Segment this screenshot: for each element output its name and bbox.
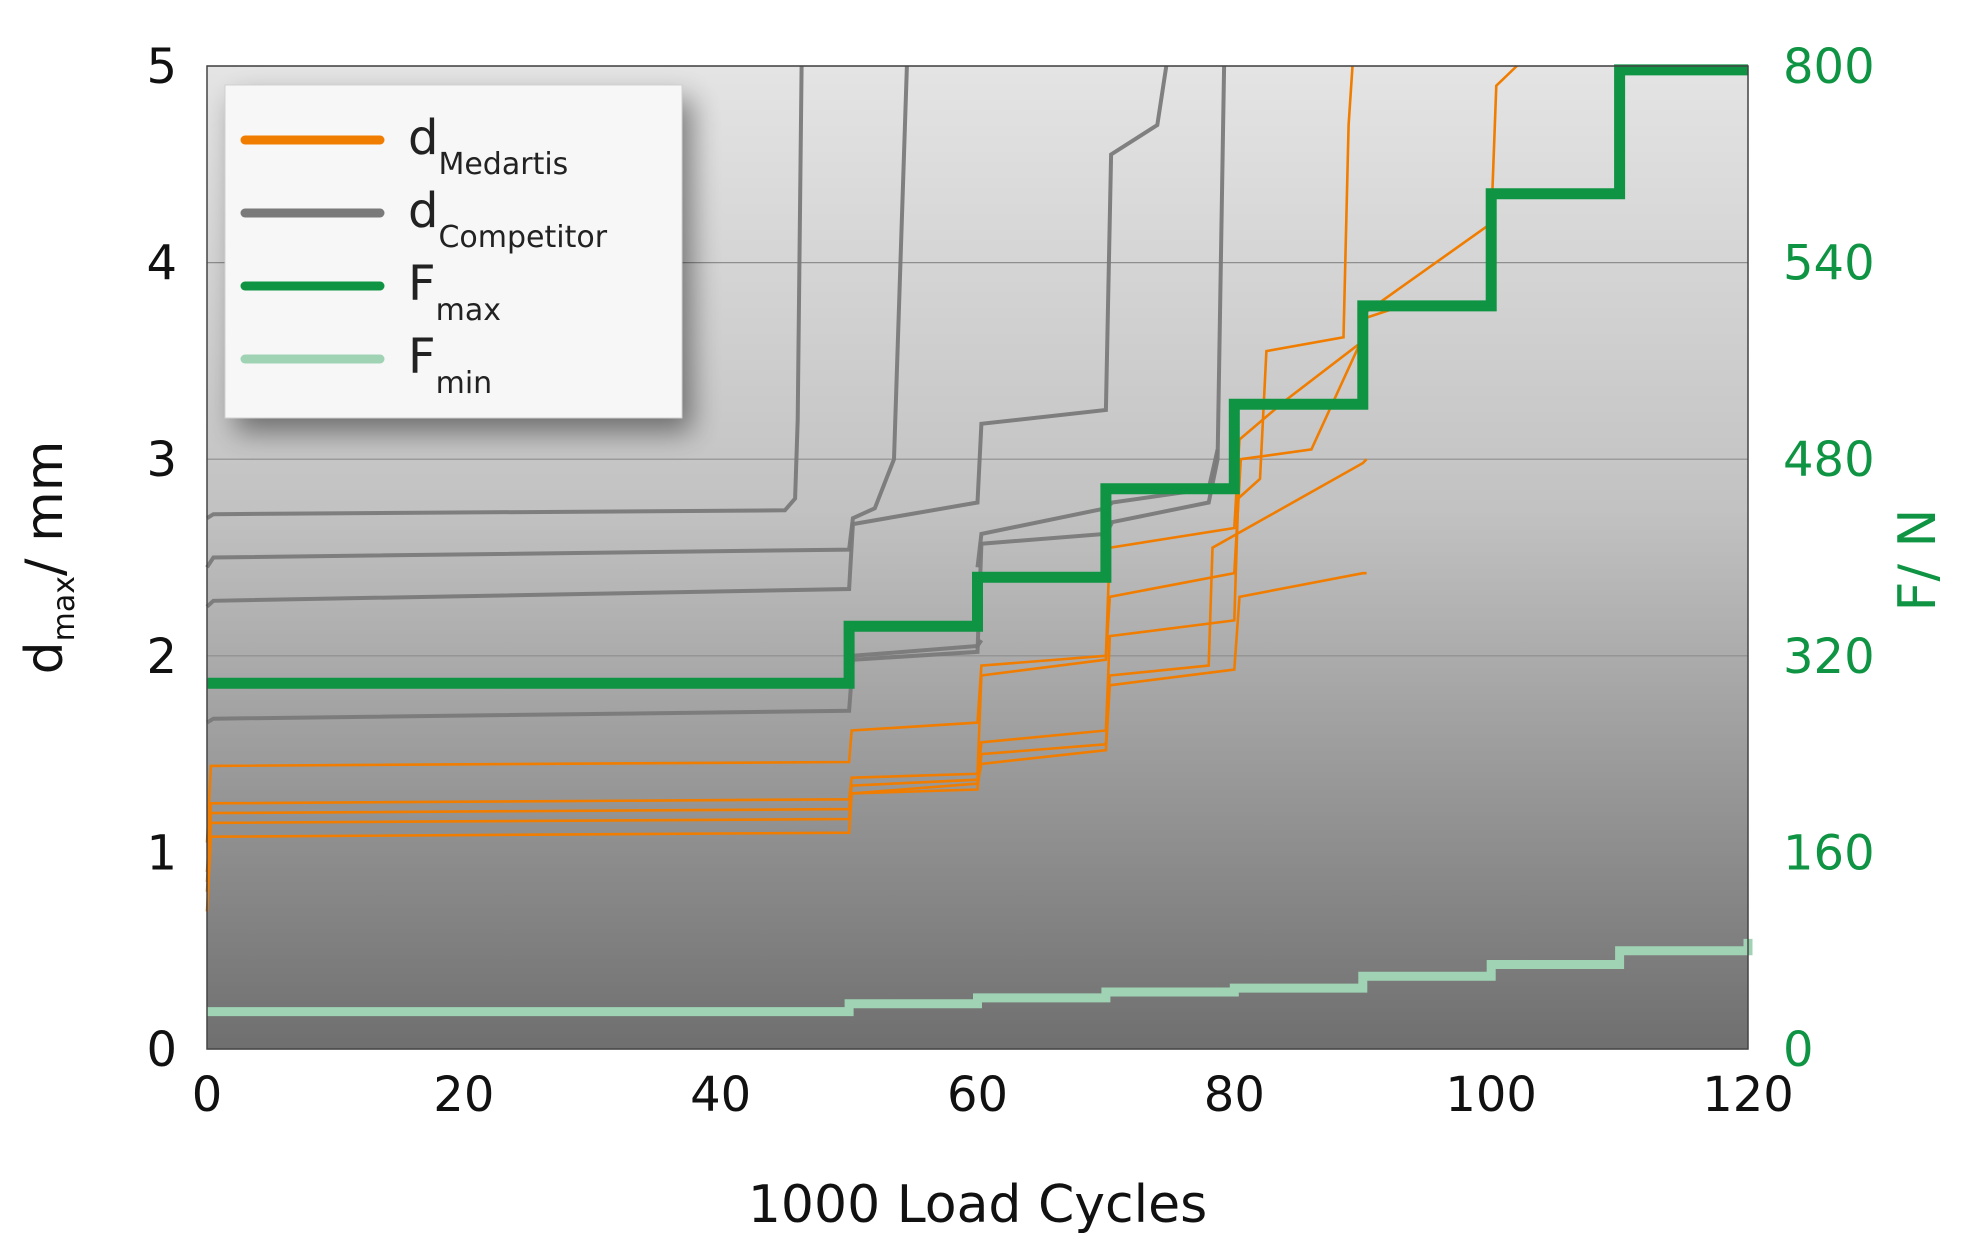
plot-frame [206,65,1749,1050]
legend-label-main: d [408,110,438,166]
y-axis-title-main: d [15,641,75,674]
x-tick-label: 20 [433,1067,494,1123]
legend-label-medartis: dMedartis [408,110,568,182]
x-tick-label: 40 [690,1067,751,1123]
series-line-competitor [205,65,909,569]
y-tick-label: 3 [146,432,177,488]
series-line-competitor [205,65,1169,609]
series-line-medartis [205,65,1518,843]
legend-label-fmin: Fmin [408,329,492,401]
legend-label-sub: Medartis [438,147,568,182]
series-line-fmin [207,938,1753,1017]
y2-tick-label: 0 [1783,1022,1814,1078]
y2-tick-label: 160 [1783,825,1875,881]
legend-label-main: F [408,329,436,385]
y-tick-label: 2 [146,629,177,685]
y-axis-title-unit: / mm [15,441,75,576]
y-tick-label: 5 [146,39,177,95]
x-tick-label: 100 [1445,1067,1537,1123]
x-tick-label: 80 [1204,1067,1265,1123]
legend-label-sub: min [436,366,493,401]
x-tick-label: 60 [947,1067,1008,1123]
y-tick-label: 1 [146,825,177,881]
y-tick-label: 0 [146,1022,177,1078]
y2-tick-label: 480 [1783,432,1875,488]
legend-label-main: F [408,256,436,312]
x-axis-ticks: 0 20 40 60 80 100 120 [192,1067,1794,1123]
y-tick-label: 4 [146,236,177,292]
legend-label-sub: Competitor [438,220,607,255]
series-line-fmax [207,64,1748,689]
plot-area [205,64,1753,1050]
series-line-medartis [205,458,1368,892]
legend-label-main: d [408,183,438,239]
y2-tick-label: 320 [1783,629,1875,685]
y2-axis-ticks: 0 160 320 480 540 800 [1783,39,1875,1078]
x-tick-label: 0 [192,1067,223,1123]
series-line-competitor [205,65,804,520]
y2-axis-title: F/ N [1888,509,1948,612]
legend-label-fmax: Fmax [408,256,501,328]
legend-label-sub: max [436,293,501,328]
y2-tick-label: 540 [1783,236,1875,292]
x-axis-title: 1000 Load Cycles [748,1175,1207,1235]
legend-label-competitor: dCompetitor [408,183,608,255]
y2-tick-label: 800 [1783,39,1875,95]
x-tick-label: 120 [1702,1067,1794,1123]
series-line-medartis [205,571,1367,912]
y-axis-title: dmax/ mm [15,441,82,675]
y-axis-ticks: 0 1 2 3 4 5 [146,39,177,1078]
y-axis-title-sub: max [47,576,82,641]
series-layer [205,64,1753,1017]
